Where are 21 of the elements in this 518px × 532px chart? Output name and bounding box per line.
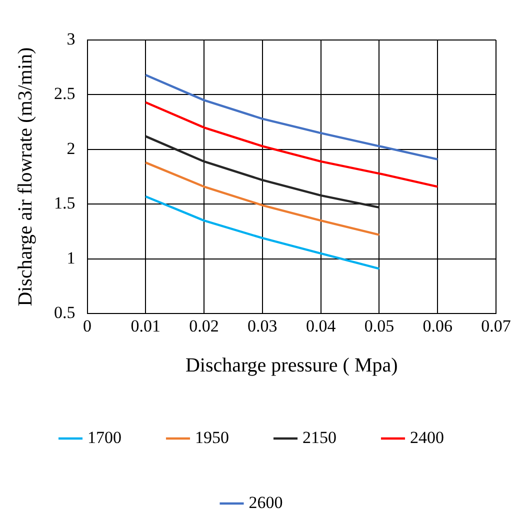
y-tick-label: 1.5 <box>54 194 76 213</box>
y-tick-label: 3 <box>66 29 76 48</box>
x-tick-label: 0 <box>83 316 92 336</box>
y-axis-title: Discharge air flowrate (m3/min) <box>14 47 36 306</box>
y-tick-label: 2 <box>66 138 76 158</box>
legend-label: 2150 <box>302 428 336 447</box>
y-tick-label: 0.5 <box>54 303 76 322</box>
x-axis-title: Discharge pressure ( Mpa) <box>185 354 398 376</box>
y-tick-label: 2.5 <box>54 84 76 104</box>
x-tick-label: 0.05 <box>364 316 394 336</box>
x-tick-label: 0.06 <box>422 316 452 336</box>
x-tick-label: 0.01 <box>130 316 161 336</box>
x-tick-label: 0.07 <box>481 316 512 336</box>
x-tick-label: 0.04 <box>306 316 336 336</box>
x-tick-label: 0.03 <box>248 316 278 336</box>
x-tick-label: 0.02 <box>189 316 219 336</box>
legend-label: 2600 <box>248 492 283 512</box>
y-tick-label: 1 <box>66 248 76 268</box>
legend-label: 2400 <box>410 428 444 447</box>
legend-label: 1700 <box>88 428 122 447</box>
legend-label: 1950 <box>195 428 229 447</box>
